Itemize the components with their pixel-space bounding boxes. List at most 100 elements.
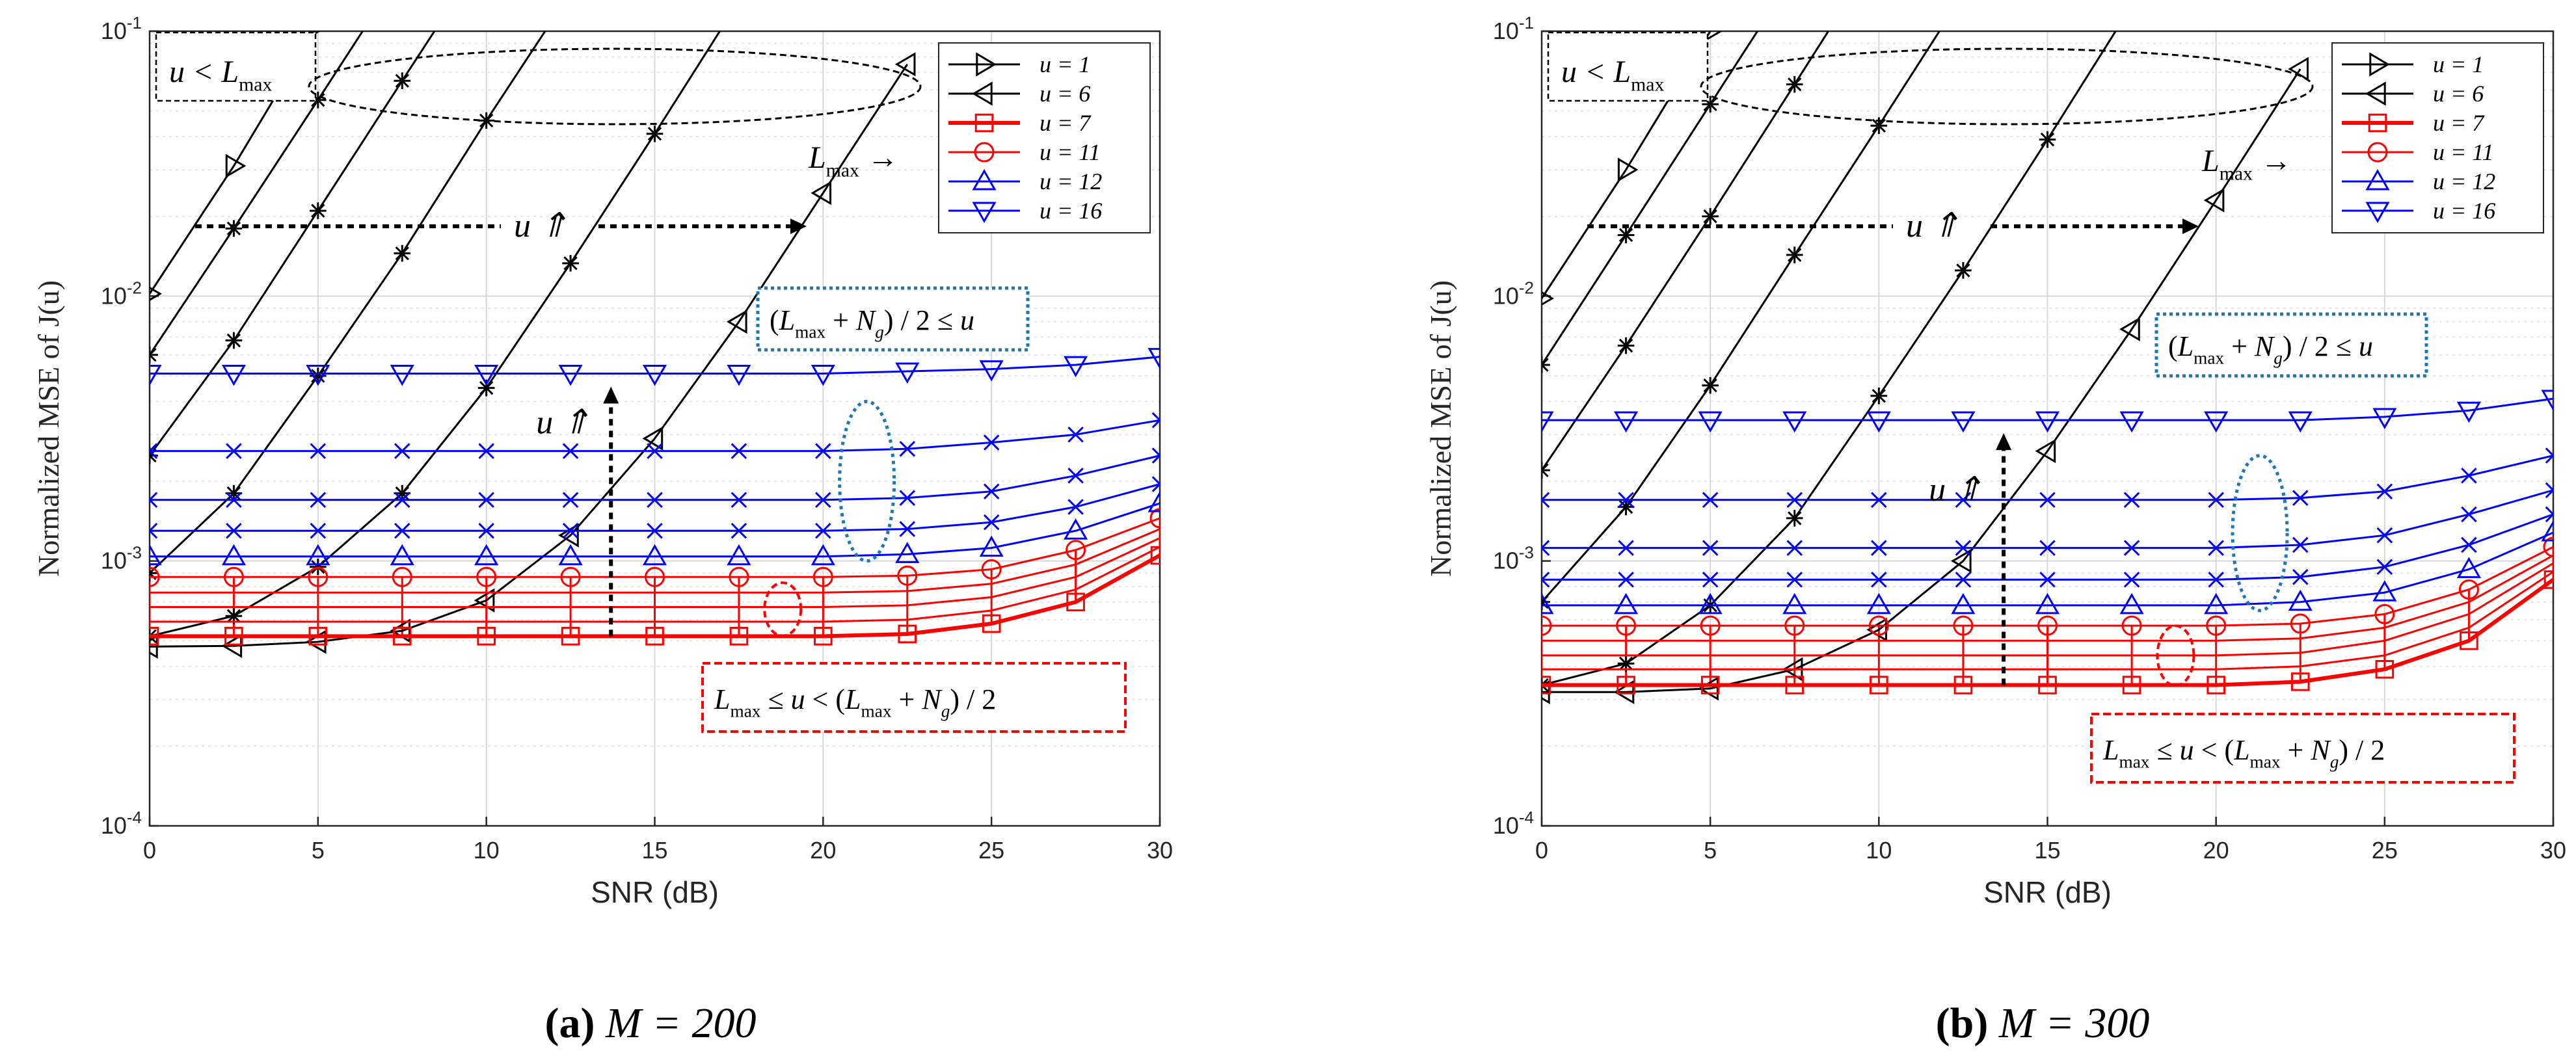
data-point <box>1953 615 1974 636</box>
red-region-box <box>2090 713 2516 784</box>
data-point <box>1617 337 1635 354</box>
data-point <box>223 566 244 587</box>
series-line <box>150 356 1160 375</box>
legend-marker <box>2365 202 2390 224</box>
data-point <box>898 624 917 644</box>
data-point <box>2372 580 2397 602</box>
series-line <box>1542 31 2117 686</box>
data-point <box>2039 492 2056 509</box>
red-region-ellipse <box>2156 624 2195 687</box>
red-region-box <box>701 662 1127 733</box>
y-tick-label: 10-2 <box>1493 278 1534 309</box>
red-region-label-part: ) / 2 <box>950 683 996 715</box>
y-tick-exponent: -2 <box>127 278 142 297</box>
data-point <box>1151 476 1160 492</box>
data-point <box>1702 377 1719 394</box>
series-u16 <box>150 348 1160 386</box>
x-tick-label: 30 <box>2540 837 2566 864</box>
series-u12 <box>150 491 1160 566</box>
data-point <box>2208 572 2224 588</box>
red-region-label-part: + <box>892 683 922 715</box>
data-point <box>1618 540 1634 556</box>
u-less-lmax-box <box>155 31 317 102</box>
data-point <box>476 566 497 587</box>
data-point <box>1147 491 1160 512</box>
y-tick-base: 10 <box>1493 548 1519 574</box>
legend-label: u = 11 <box>1040 139 1101 165</box>
red-region-label-part: N <box>2310 734 2331 766</box>
data-point <box>646 125 664 142</box>
series-u10 <box>150 528 1160 594</box>
u-up-label-vertical: u ⇑ <box>536 404 590 441</box>
data-point <box>1955 572 1972 588</box>
red-region-label-part: u <box>2180 734 2194 766</box>
data-point <box>474 544 499 566</box>
series-line <box>1542 31 1759 365</box>
data-point <box>1066 592 1085 612</box>
data-point <box>811 364 835 386</box>
data-point <box>562 443 579 459</box>
data-point <box>150 634 158 659</box>
data-point <box>308 566 329 587</box>
data-point <box>1866 592 1891 615</box>
data-point <box>1870 117 1888 135</box>
data-point <box>726 310 747 334</box>
data-point <box>2461 506 2477 523</box>
data-point <box>225 607 243 625</box>
u-less-lmax-label: u < Lmax <box>1561 55 1664 95</box>
legend-marker <box>976 52 997 77</box>
series-u3 <box>1542 31 1830 479</box>
y-tick-label: 10-4 <box>1493 808 1534 839</box>
data-point <box>2545 447 2553 464</box>
data-point <box>394 492 410 509</box>
y-tick-exponent: -3 <box>1519 543 1534 562</box>
x-tick-label: 30 <box>1147 837 1173 864</box>
red-region-label-part: L <box>2102 734 2119 766</box>
series-u6 <box>1542 57 2309 704</box>
data-point <box>1866 411 1891 433</box>
data-point <box>2292 490 2309 506</box>
data-point <box>2288 589 2313 611</box>
data-point <box>225 220 243 237</box>
data-point <box>1066 540 1086 561</box>
data-point <box>2545 482 2553 499</box>
legend-marker <box>2367 142 2388 163</box>
data-point <box>1955 0 1972 3</box>
series-line <box>1542 531 2553 607</box>
red-region-label-part: L <box>2233 734 2249 766</box>
u-less-lmax-label-part: max <box>1631 73 1664 95</box>
data-point <box>394 72 411 90</box>
series-u4 <box>1542 0 1972 611</box>
data-point <box>474 588 495 613</box>
y-tick-base: 10 <box>101 548 127 574</box>
x-tick-label: 10 <box>1866 837 1892 864</box>
u-up-label-horizontal: u ⇑ <box>1906 207 1960 245</box>
legend-marker <box>2369 52 2390 77</box>
data-point <box>1700 615 1721 636</box>
y-tick-label: 10-1 <box>1493 13 1534 44</box>
data-point <box>150 364 162 386</box>
series-u3 <box>150 31 436 464</box>
data-point <box>1617 226 1635 244</box>
data-point <box>815 443 831 459</box>
data-point <box>2204 592 2229 615</box>
data-point <box>1542 411 1554 433</box>
data-point <box>221 633 243 658</box>
series-u8 <box>1542 571 2553 670</box>
data-point <box>731 522 747 539</box>
legend-box <box>938 42 1151 233</box>
data-point <box>1870 387 1888 404</box>
x-tick-label: 15 <box>641 837 667 864</box>
y-tick-base: 10 <box>101 812 127 839</box>
u-less-lmax-ellipse <box>308 47 922 126</box>
series-line <box>150 502 1160 558</box>
series-u2 <box>150 31 364 364</box>
data-point <box>310 202 327 219</box>
legend-marker <box>972 81 993 106</box>
data-point <box>221 544 247 566</box>
series-line <box>1542 562 2553 657</box>
data-point <box>1786 246 1803 263</box>
lmax-label-part: max <box>826 159 859 181</box>
